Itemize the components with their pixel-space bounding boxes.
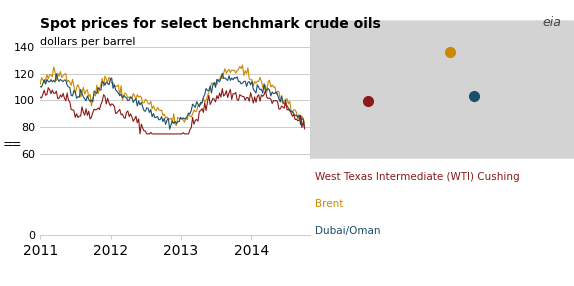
Text: Brent: Brent (315, 199, 344, 209)
Text: dollars per barrel: dollars per barrel (40, 37, 135, 47)
Text: =: = (2, 138, 13, 151)
FancyBboxPatch shape (307, 20, 574, 159)
Text: Dubai/Oman: Dubai/Oman (315, 226, 381, 236)
Text: Spot prices for select benchmark crude oils: Spot prices for select benchmark crude o… (40, 17, 381, 31)
Text: =: = (10, 138, 21, 151)
Text: West Texas Intermediate (WTI) Cushing: West Texas Intermediate (WTI) Cushing (315, 172, 520, 182)
Text: eia: eia (542, 16, 561, 29)
